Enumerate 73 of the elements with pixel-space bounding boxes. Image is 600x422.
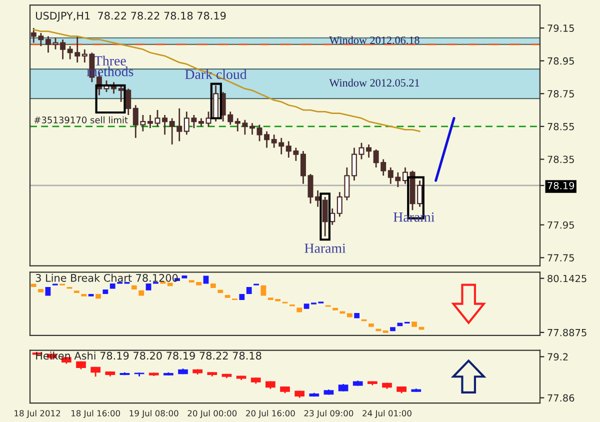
y-tick-label: 78.35 — [548, 156, 574, 164]
bar — [346, 313, 352, 318]
text: USDJPY,H1 78.22 78.22 78.18 78.19 — [36, 12, 226, 22]
annotation: Dark cloud — [185, 69, 247, 80]
bar — [382, 330, 388, 333]
bar — [110, 283, 116, 289]
bar — [224, 294, 230, 298]
bar — [368, 324, 374, 327]
bar — [260, 285, 266, 296]
annotation: Harami — [304, 244, 346, 253]
y-tick-label: 77.75 — [548, 254, 574, 262]
bar — [354, 312, 360, 318]
bar — [167, 282, 173, 286]
bar — [102, 289, 108, 294]
candlestick — [417, 180, 423, 208]
y-tick-label: 77.86 — [548, 394, 574, 402]
bar — [138, 290, 144, 296]
candlestick — [256, 124, 262, 142]
band-label: Window 2012.06.18 — [329, 36, 420, 44]
bar — [131, 285, 137, 290]
bar — [239, 294, 245, 300]
bar — [218, 290, 224, 294]
x-tick-label: 18 Jul 16:00 — [72, 410, 120, 418]
x-tick-label: 20 Jul 16:00 — [246, 410, 295, 418]
bar — [38, 288, 44, 292]
candlestick — [206, 110, 212, 128]
y-tick-label: 78.19 — [548, 182, 574, 190]
bar — [332, 308, 338, 310]
bar — [74, 290, 80, 294]
x-tick-label: 19 Jul 08:00 — [130, 410, 178, 418]
candlestick — [52, 37, 58, 50]
candlestick — [351, 147, 357, 182]
bar — [304, 304, 310, 309]
band-label: Window 2012.05.21 — [329, 78, 420, 87]
bar — [397, 322, 403, 326]
candlestick — [60, 38, 66, 60]
bar — [30, 284, 36, 288]
ref-line-label: #35139170 sell limit — [34, 116, 128, 124]
y-tick-label: 79.15 — [548, 24, 574, 32]
y-tick-label: 80.1425 — [548, 274, 586, 282]
candlestick — [366, 144, 372, 158]
candlestick — [358, 142, 364, 160]
y-tick-label: 78.55 — [548, 122, 574, 130]
candlestick — [162, 114, 168, 136]
bar — [246, 287, 252, 294]
bar — [96, 294, 101, 299]
bar — [296, 308, 302, 312]
candlestick — [45, 36, 51, 54]
x-tick-label: 24 Jul 01:00 — [362, 410, 412, 418]
candlestick — [154, 109, 160, 128]
y-tick-label: 77.8875 — [548, 328, 586, 336]
y-tick-label: 79.2 — [548, 353, 568, 361]
x-tick-label: 18 Jul 2012 — [14, 410, 60, 418]
bar — [412, 322, 417, 327]
bar — [146, 283, 152, 290]
y-tick-label: 78.95 — [548, 57, 574, 65]
candlestick — [118, 84, 124, 103]
candlestick — [264, 130, 270, 148]
candlestick — [249, 122, 255, 136]
candlestick — [126, 88, 132, 116]
x-tick-label: 20 Jul 00:00 — [188, 410, 237, 418]
candlestick — [308, 173, 314, 204]
y-tick-label: 78.75 — [548, 90, 574, 98]
line-series — [32, 28, 420, 132]
y-tick-label: 77.95 — [548, 221, 574, 229]
bar — [210, 283, 216, 288]
x-tick-label: 23 Jul 09:00 — [304, 410, 354, 418]
candlestick — [300, 150, 306, 185]
chart-title: 3 Line Break Chart 78.1200 — [36, 274, 178, 282]
candlestick — [147, 114, 153, 129]
bar — [45, 287, 51, 296]
candlestick — [322, 196, 328, 238]
bar — [390, 327, 396, 332]
